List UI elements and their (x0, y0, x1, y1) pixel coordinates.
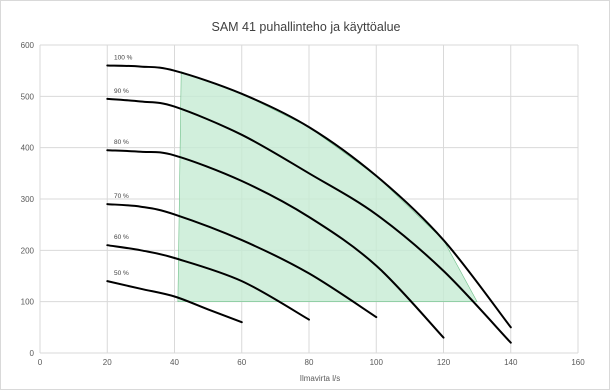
y-tick-label: 500 (21, 92, 35, 101)
y-tick-label: 0 (30, 349, 35, 358)
x-tick-label: 40 (170, 358, 179, 367)
ticks-layer: 0 100 200 300 400 500 600 0 20 40 60 80 100 120 140 160 (21, 41, 586, 367)
series-line (106, 244, 310, 321)
curves-layer (106, 64, 512, 344)
series-label: 90 % (114, 88, 129, 95)
series-line (106, 203, 378, 319)
operating-region-layer (177, 71, 478, 303)
x-tick-label: 100 (370, 358, 384, 367)
y-tick-label: 600 (21, 41, 35, 50)
x-tick-label: 20 (103, 358, 112, 367)
series-line (106, 280, 243, 324)
series-label: 50 % (114, 270, 129, 277)
chart-title: SAM 41 puhallinteho ja käyttöalue (211, 20, 400, 34)
x-axis-label: Ilmavirta l/s (300, 374, 340, 383)
y-tick-label: 100 (21, 298, 35, 307)
series-label: 70 % (114, 193, 129, 200)
series-line (106, 64, 512, 329)
y-tick-label: 400 (21, 144, 35, 153)
series-label: 60 % (114, 234, 129, 241)
x-tick-label: 120 (437, 358, 451, 367)
x-tick-label: 140 (504, 358, 518, 367)
series-line (106, 149, 445, 339)
x-tick-label: 0 (38, 358, 43, 367)
series-labels-layer: 100 % 90 % 80 % 70 % 60 % 50 % (114, 55, 133, 278)
series-line (106, 97, 512, 344)
y-tick-label: 200 (21, 246, 35, 255)
series-label: 100 % (114, 55, 133, 62)
operating-region (177, 71, 478, 303)
x-tick-label: 160 (571, 358, 585, 367)
series-label: 80 % (114, 139, 129, 146)
grid (39, 44, 579, 354)
x-tick-label: 60 (237, 358, 246, 367)
y-tick-label: 300 (21, 195, 35, 204)
x-tick-label: 80 (305, 358, 314, 367)
